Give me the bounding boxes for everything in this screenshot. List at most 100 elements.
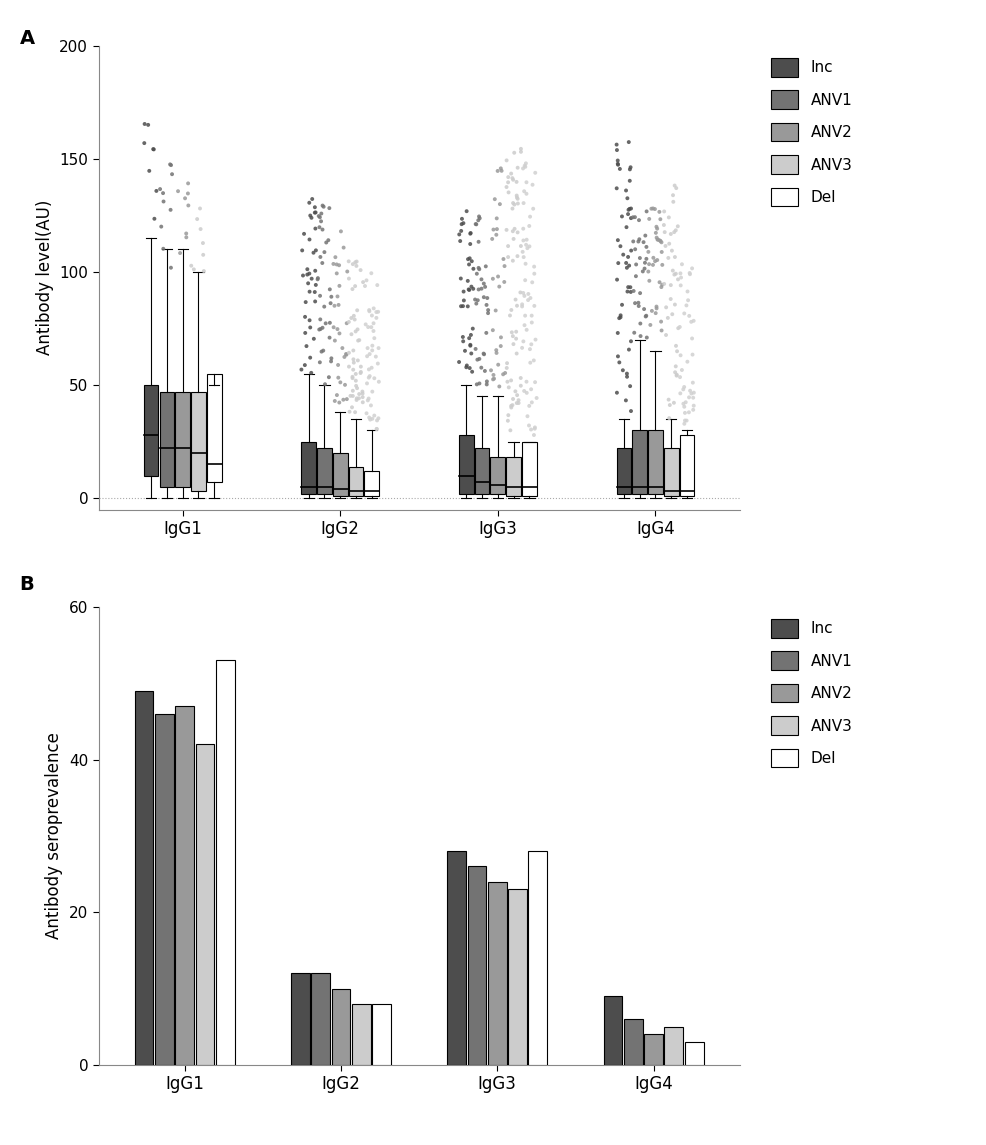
Point — [331, 277, 347, 295]
Point — [685, 388, 701, 406]
Point — [473, 279, 489, 298]
Point — [459, 271, 475, 290]
Point — [662, 396, 677, 414]
Point — [476, 275, 492, 293]
Point — [315, 318, 330, 337]
Bar — [679, 435, 694, 496]
Point — [619, 189, 635, 207]
Point — [461, 329, 477, 347]
Point — [141, 161, 157, 180]
Point — [314, 212, 329, 230]
Point — [313, 247, 328, 266]
Point — [524, 314, 539, 332]
Bar — [522, 442, 536, 496]
Point — [499, 358, 515, 377]
Point — [615, 361, 631, 379]
Point — [364, 358, 380, 377]
Bar — [616, 449, 631, 493]
Point — [519, 321, 534, 339]
Point — [333, 222, 349, 240]
Point — [469, 376, 485, 394]
Point — [163, 200, 178, 219]
Point — [678, 297, 694, 315]
Point — [637, 227, 653, 245]
Point — [489, 344, 505, 362]
Point — [345, 341, 361, 360]
Point — [517, 286, 532, 305]
Point — [610, 151, 626, 169]
Point — [637, 260, 653, 278]
Point — [313, 319, 328, 338]
Point — [510, 195, 526, 213]
Point — [300, 266, 316, 284]
Point — [361, 301, 377, 319]
Point — [667, 223, 682, 242]
Point — [456, 332, 471, 350]
Point — [639, 203, 655, 221]
Point — [639, 250, 655, 268]
Point — [647, 200, 663, 219]
Point — [654, 243, 669, 261]
Point — [649, 299, 665, 317]
Point — [612, 237, 628, 255]
Point — [480, 301, 496, 319]
Point — [371, 372, 387, 390]
Point — [505, 199, 521, 218]
Point — [303, 206, 318, 224]
Point — [470, 259, 486, 277]
Point — [346, 307, 362, 325]
Point — [520, 408, 535, 426]
Point — [306, 330, 321, 348]
Point — [519, 184, 534, 203]
Point — [348, 371, 364, 389]
Point — [630, 293, 646, 311]
Point — [631, 297, 647, 315]
Point — [522, 396, 537, 414]
Point — [681, 263, 697, 282]
Point — [321, 368, 337, 386]
Point — [462, 337, 478, 355]
Point — [456, 291, 471, 309]
Point — [518, 158, 533, 176]
Point — [364, 264, 380, 283]
Bar — [624, 1019, 643, 1065]
Point — [683, 385, 699, 403]
Point — [460, 250, 476, 268]
Point — [655, 276, 670, 294]
Point — [336, 238, 352, 256]
Point — [508, 323, 524, 341]
Point — [479, 289, 495, 307]
Point — [675, 380, 691, 398]
Point — [507, 196, 523, 214]
Point — [663, 224, 678, 243]
Point — [523, 354, 538, 372]
Point — [648, 303, 664, 322]
Point — [675, 395, 691, 413]
Point — [349, 252, 365, 270]
Point — [462, 335, 478, 354]
Bar — [665, 1027, 683, 1065]
Point — [527, 297, 542, 315]
Point — [681, 388, 697, 406]
Point — [469, 350, 485, 369]
Point — [610, 324, 626, 342]
Point — [346, 354, 362, 372]
Point — [519, 236, 534, 254]
Point — [622, 160, 638, 179]
Point — [302, 283, 317, 301]
Point — [612, 160, 628, 179]
Point — [650, 251, 666, 269]
Point — [294, 242, 310, 260]
Bar — [474, 449, 489, 493]
Bar — [331, 988, 350, 1065]
Point — [478, 295, 494, 314]
Point — [622, 377, 638, 395]
Point — [657, 203, 672, 221]
Point — [353, 363, 369, 381]
Point — [473, 270, 489, 289]
Point — [657, 223, 672, 242]
Point — [477, 278, 493, 297]
Point — [471, 349, 487, 368]
Point — [635, 262, 651, 281]
Point — [500, 168, 516, 187]
